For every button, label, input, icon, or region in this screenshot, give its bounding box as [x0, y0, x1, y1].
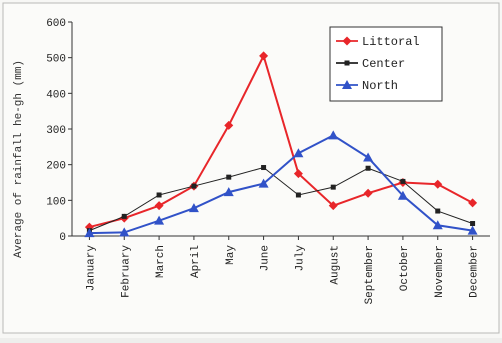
data-point-north: [467, 225, 478, 235]
data-point-center: [156, 192, 162, 198]
x-tick-label: September: [364, 245, 376, 304]
data-point-littoral: [328, 201, 338, 211]
data-point-north: [223, 187, 234, 197]
legend-marker-littoral: [342, 36, 352, 46]
y-tick-label: 100: [46, 196, 66, 208]
data-point-north: [432, 220, 443, 230]
x-tick-label: August: [329, 245, 341, 285]
data-point-north: [119, 227, 130, 237]
y-tick-label: 200: [46, 161, 66, 173]
y-tick-label: 400: [46, 89, 66, 101]
data-point-north: [188, 203, 199, 213]
x-tick-label: November: [434, 245, 446, 298]
data-point-north: [258, 178, 269, 188]
legend-marker-north: [342, 80, 352, 89]
series-line-north: [89, 134, 473, 235]
data-point-center: [330, 184, 336, 190]
x-tick-label: May: [225, 245, 237, 265]
data-point-center: [365, 165, 371, 171]
data-point-north: [397, 190, 408, 200]
y-tick-label: 300: [46, 125, 66, 137]
y-axis-label: Average of rainfall he-gh (mm): [13, 60, 25, 258]
data-point-north: [363, 152, 374, 162]
data-point-littoral: [154, 201, 164, 211]
data-point-north: [293, 148, 304, 158]
x-tick-label: December: [469, 245, 481, 298]
series-north: [84, 130, 478, 238]
data-point-littoral: [293, 169, 303, 179]
data-point-center: [400, 178, 406, 184]
x-tick-label: January: [85, 245, 97, 292]
legend-label-littoral: Littoral: [362, 35, 420, 49]
data-point-littoral: [224, 120, 234, 130]
data-point-littoral: [468, 198, 478, 208]
legend: Littoral Center North: [329, 26, 443, 102]
series-line-center: [89, 166, 473, 232]
series-line-littoral: [89, 53, 474, 229]
data-point-center: [261, 165, 267, 171]
y-tick-label: 0: [59, 232, 66, 244]
data-point-center: [191, 183, 197, 189]
data-point-north: [154, 215, 165, 225]
x-tick-label: June: [260, 245, 272, 271]
x-tick-label: October: [399, 245, 411, 291]
x-tick-label: April: [190, 245, 202, 278]
legend-marker-center: [344, 60, 350, 66]
data-point-littoral: [363, 188, 373, 198]
x-tick-label: July: [294, 245, 306, 272]
x-tick-label: March: [155, 245, 167, 278]
data-point-center: [226, 174, 232, 180]
y-tick-label: 500: [46, 54, 66, 66]
data-point-center: [435, 208, 441, 214]
data-point-north: [84, 228, 95, 238]
x-tick-label: February: [120, 245, 132, 298]
data-point-littoral: [259, 51, 269, 61]
data-point-center: [295, 192, 301, 198]
legend-label-center: Center: [362, 57, 405, 71]
data-point-center: [121, 213, 127, 219]
data-point-littoral: [433, 179, 443, 189]
data-point-center: [470, 221, 476, 227]
legend-label-north: North: [362, 79, 398, 93]
axes: 0 100 200 300 400 500 600 January February March A…: [46, 18, 490, 304]
y-tick-label: 600: [46, 18, 66, 30]
data-point-north: [328, 130, 339, 140]
series-layer: [84, 51, 478, 238]
